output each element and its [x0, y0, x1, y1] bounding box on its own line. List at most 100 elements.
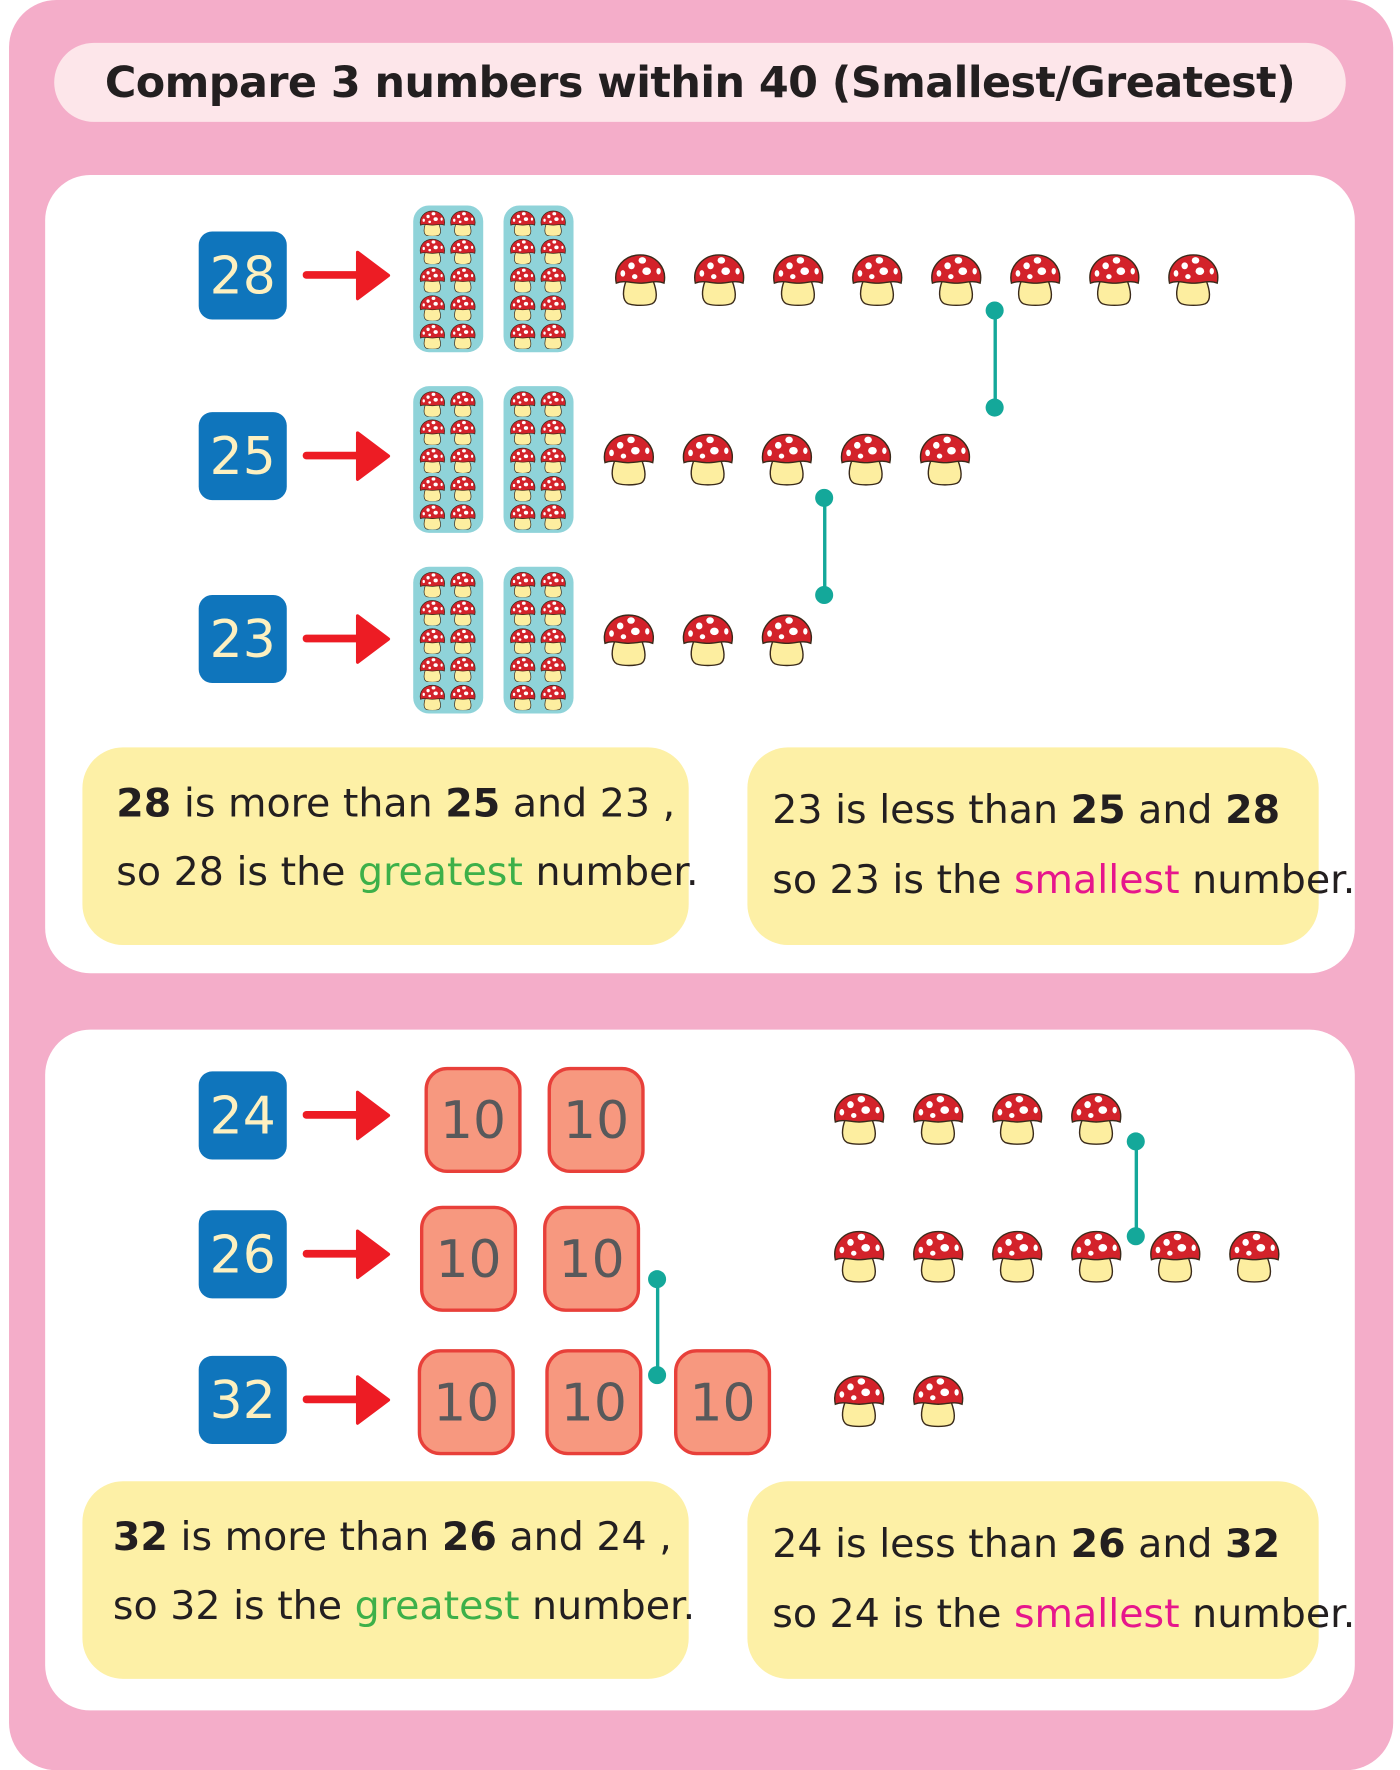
- mushroom-icon: [509, 654, 536, 682]
- mushroom-icon: [419, 321, 446, 349]
- note-text: so 32 is the: [112, 1583, 355, 1630]
- mushroom-icon: [449, 265, 476, 293]
- mushroom-icon: [419, 654, 446, 682]
- ten-frame: [413, 566, 484, 714]
- connector-line: [1134, 1141, 1138, 1237]
- mushroom-icon: [509, 445, 536, 473]
- mushroom-icon: [911, 1090, 965, 1146]
- mushroom-icon: [613, 251, 667, 307]
- mushroom-icon: [1166, 251, 1220, 307]
- connector-dot: [1126, 1132, 1145, 1151]
- ten-frame: [503, 566, 574, 714]
- ten-frame: [413, 205, 484, 353]
- mushroom-icon: [449, 570, 476, 598]
- number-box: 25: [198, 412, 287, 501]
- page-title: Compare 3 numbers within 40 (Smallest/Gr…: [54, 42, 1346, 122]
- mushroom-icon: [449, 626, 476, 654]
- number-box: 23: [198, 594, 287, 684]
- ten-block: 10: [545, 1349, 643, 1456]
- mushroom-icon: [449, 417, 476, 445]
- ten-frame: [503, 386, 574, 533]
- mushroom-icon: [771, 251, 825, 307]
- connector-line: [992, 310, 997, 408]
- mushroom-icon: [419, 445, 446, 473]
- connector-dot: [648, 1270, 667, 1289]
- greatest-keyword: greatest: [357, 850, 523, 896]
- arrow-right-icon: [303, 1087, 391, 1143]
- note-text: 23 is less than: [772, 788, 1071, 834]
- smallest-keyword: smallest: [1013, 1591, 1180, 1638]
- smallest-note: 24 is less than 26 and 32 so 24 is the s…: [747, 1481, 1355, 1679]
- greatest-keyword: greatest: [354, 1583, 520, 1630]
- mushroom-icon: [419, 389, 446, 417]
- note-text: so 28 is the: [116, 850, 358, 896]
- mushroom-icon: [832, 1090, 886, 1146]
- note-number: 32: [1225, 1521, 1281, 1568]
- mushroom-icon: [509, 321, 536, 349]
- note-text: so 23 is the: [772, 858, 1014, 904]
- smallest-keyword: smallest: [1013, 858, 1180, 904]
- note-text: 24 is less than: [772, 1521, 1071, 1568]
- note-text: number.: [519, 1583, 696, 1630]
- mushroom-icon: [419, 682, 446, 710]
- mushroom-icon: [681, 430, 735, 486]
- mushroom-icon: [602, 430, 656, 486]
- connector-dot: [1126, 1227, 1145, 1246]
- mushroom-icon: [419, 570, 446, 598]
- mushroom-icon: [449, 598, 476, 626]
- mushroom-icon: [1069, 1227, 1123, 1283]
- connector-dot: [648, 1366, 667, 1385]
- mushroom-icon: [509, 265, 536, 293]
- mushroom-icon: [1148, 1227, 1202, 1283]
- note-text: number.: [1179, 1591, 1356, 1638]
- mushroom-icon: [419, 598, 446, 626]
- connector-dot: [815, 488, 834, 507]
- mushroom-icon: [449, 445, 476, 473]
- mushroom-icon: [540, 389, 567, 417]
- mushroom-icon: [509, 626, 536, 654]
- mushroom-icon: [419, 417, 446, 445]
- ten-frame: [413, 386, 484, 533]
- mushroom-icon: [419, 237, 446, 265]
- note-text: number.: [1179, 858, 1356, 904]
- mushroom-icon: [419, 502, 446, 530]
- mushroom-icon: [419, 293, 446, 321]
- mushroom-icon: [1069, 1090, 1123, 1146]
- ten-frame: [503, 205, 574, 353]
- number-box: 26: [198, 1210, 287, 1299]
- note-number: 28: [116, 781, 172, 827]
- note-text: and 24 ,: [496, 1515, 672, 1561]
- mushroom-icon: [509, 208, 536, 236]
- mushroom-icon: [850, 251, 904, 307]
- mushroom-icon: [832, 1227, 886, 1283]
- mushroom-icon: [911, 1227, 965, 1283]
- mushroom-icon: [449, 293, 476, 321]
- number-box: 32: [198, 1355, 287, 1444]
- note-text: is more than: [171, 781, 446, 827]
- mushroom-icon: [1227, 1227, 1281, 1283]
- mushroom-icon: [449, 502, 476, 530]
- note-text: number.: [522, 850, 699, 896]
- mushroom-icon: [911, 1372, 965, 1428]
- mushroom-icon: [760, 611, 814, 667]
- note-text: is more than: [167, 1515, 442, 1561]
- note-text: and 23 ,: [500, 781, 676, 827]
- mushroom-icon: [681, 611, 735, 667]
- number-box: 28: [198, 231, 287, 320]
- mushroom-icon: [540, 445, 567, 473]
- note-number: 28: [1225, 788, 1281, 834]
- connector-line: [822, 497, 826, 595]
- connector-dot: [985, 398, 1004, 417]
- mushroom-icon: [509, 682, 536, 710]
- arrow-right-icon: [303, 428, 391, 484]
- note-text: so 24 is the: [772, 1591, 1014, 1638]
- mushroom-icon: [419, 474, 446, 502]
- mushroom-icon: [419, 208, 446, 236]
- connector-dot: [985, 301, 1004, 320]
- mushroom-icon: [509, 389, 536, 417]
- note-text: and: [1125, 788, 1226, 834]
- mushroom-icon: [509, 570, 536, 598]
- mushroom-icon: [509, 598, 536, 626]
- ten-block: 10: [547, 1066, 645, 1174]
- mushroom-icon: [540, 208, 567, 236]
